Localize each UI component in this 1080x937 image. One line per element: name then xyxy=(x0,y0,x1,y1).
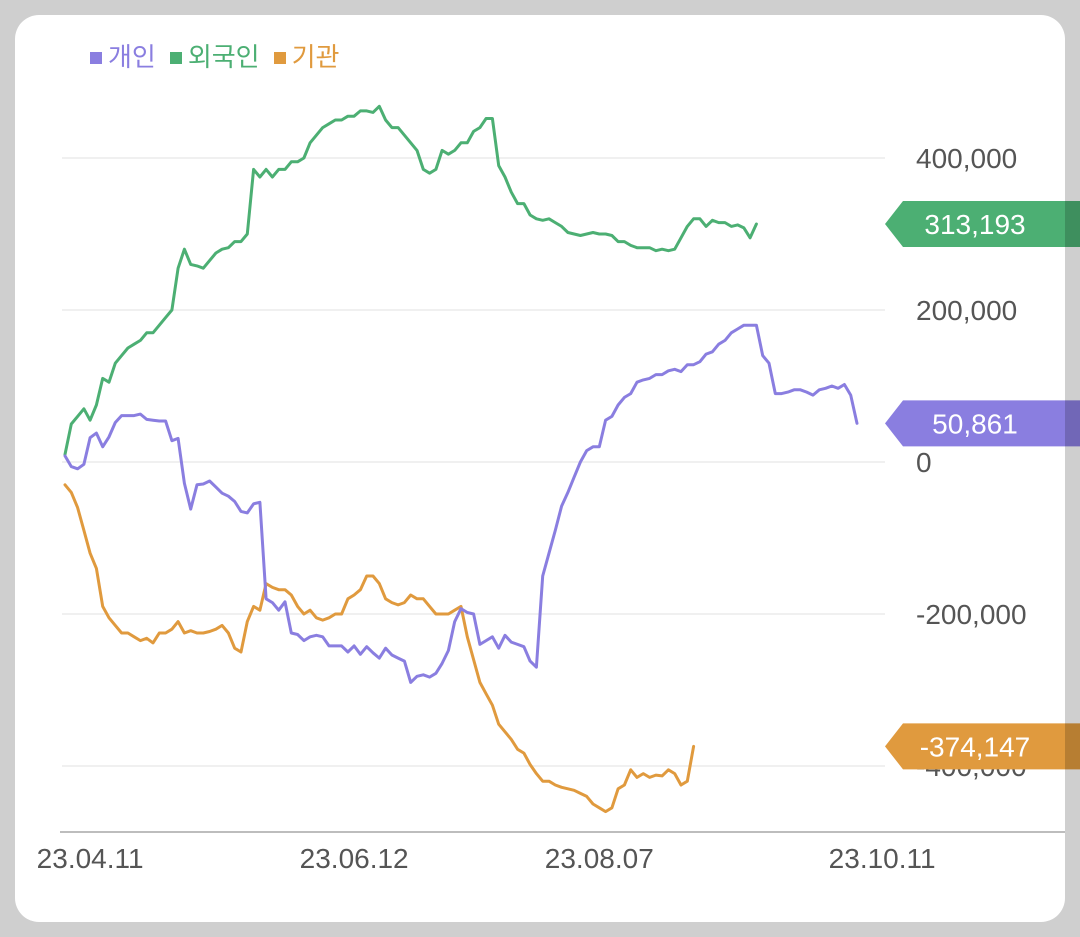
x-tick-label: 23.08.07 xyxy=(545,843,654,874)
last-value-tag-individual: 50,861 xyxy=(932,408,1018,439)
y-tick-label: 400,000 xyxy=(916,143,1017,174)
last-value-tag-institution: -374,147 xyxy=(920,731,1031,762)
y-tick-label: -200,000 xyxy=(916,599,1027,630)
legend-item-foreign[interactable]: 외국인 xyxy=(169,40,260,76)
last-value-tag-institution-bg xyxy=(885,723,1080,770)
series-line-foreign xyxy=(63,104,758,456)
last-value-tag-foreign-edge xyxy=(1065,200,1080,247)
x-tick-label: 23.10.11 xyxy=(829,843,936,874)
y-tick-label: 200,000 xyxy=(916,295,1017,326)
last-value-tag-institution-edge xyxy=(1065,723,1080,770)
last-value-tag-individual-bg xyxy=(885,400,1080,447)
x-tick-label: 23.06.12 xyxy=(300,843,409,874)
last-value-tag-foreign: 313,193 xyxy=(924,209,1025,240)
legend-swatch-individual xyxy=(90,52,102,64)
legend-label-institution: 기관 xyxy=(291,43,340,73)
legend-label-foreign: 외국인 xyxy=(187,43,260,73)
legend-label-individual: 개인 xyxy=(108,43,156,73)
x-tick-label: 23.04.11 xyxy=(37,843,144,874)
legend-swatch-foreign xyxy=(169,52,182,64)
legend-item-institution[interactable]: 기관 xyxy=(273,40,340,76)
y-tick-label: 0 xyxy=(916,447,932,478)
last-value-tag-individual-edge xyxy=(1065,400,1080,447)
last-value-tag-foreign-bg xyxy=(885,200,1080,247)
series-line-individual xyxy=(63,323,859,684)
legend: 개인 외국인 기관 xyxy=(90,40,339,76)
series-line-institution xyxy=(63,483,696,814)
legend-swatch-institution xyxy=(273,52,286,64)
chart-card xyxy=(15,15,1065,922)
legend-item-individual[interactable]: 개인 xyxy=(90,40,156,76)
